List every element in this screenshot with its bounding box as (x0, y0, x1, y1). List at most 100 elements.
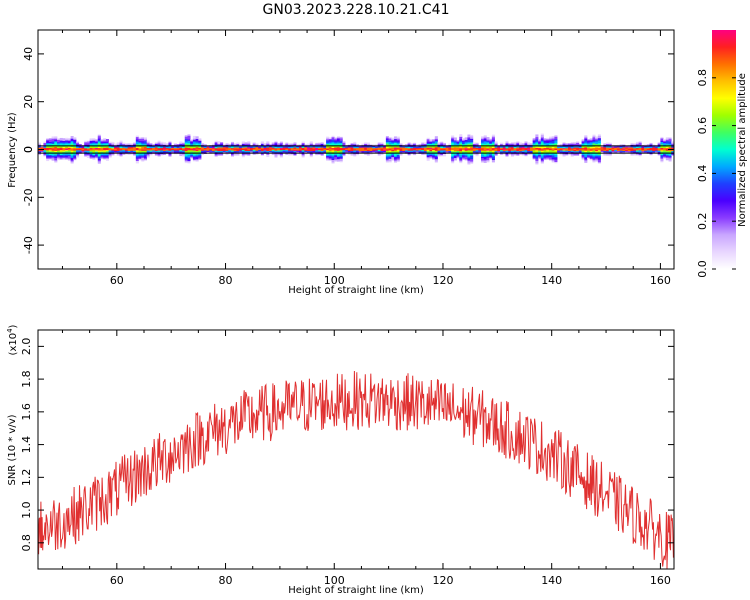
heatmap-cell (459, 149, 463, 152)
heatmap-cell (633, 143, 637, 145)
heatmap-cell (239, 146, 243, 149)
heatmap-cell (494, 143, 498, 146)
heatmap-cell (182, 151, 186, 153)
heatmap-cell (513, 149, 517, 151)
heatmap-cell (247, 154, 251, 156)
heatmap-cell (399, 147, 403, 149)
heatmap-cell (535, 143, 539, 146)
heatmap-cell (472, 147, 476, 149)
heatmap-cell (65, 154, 69, 157)
heatmap-cell (356, 151, 360, 153)
heatmap-cell (190, 154, 194, 157)
heatmap-cell (65, 137, 69, 140)
heatmap-cell (668, 149, 672, 152)
heatmap-cell (89, 143, 93, 145)
heatmap-cell (581, 151, 585, 153)
heatmap-cell (73, 147, 77, 150)
heatmap-cell (459, 141, 463, 143)
heatmap-cell (54, 144, 58, 147)
heatmap-cell (581, 158, 585, 161)
colorbar-gradient (712, 30, 736, 269)
heatmap-cell (105, 153, 109, 155)
heatmap-cell (51, 154, 55, 156)
heatmap-cell (660, 136, 664, 139)
heatmap-cell (358, 147, 362, 149)
heatmap-cell (201, 146, 205, 149)
heatmap-cell (385, 139, 389, 142)
heatmap-cell (538, 154, 542, 157)
heatmap-cell (187, 138, 191, 140)
heatmap-cell (274, 140, 278, 143)
heatmap-cell (421, 148, 425, 151)
heatmap-cell (464, 154, 468, 156)
heatmap-cell (606, 150, 610, 153)
heatmap-cell (578, 149, 582, 151)
heatmap-cell (592, 135, 596, 138)
heatmap-cell (263, 146, 267, 149)
heatmap-cell (448, 149, 452, 152)
heatmap-cell (665, 149, 669, 151)
heatmap-cell (296, 150, 300, 152)
heatmap-cell (103, 138, 107, 140)
heatmap-cell (48, 142, 52, 145)
heatmap-cell (271, 146, 275, 148)
heatmap-cell (247, 148, 251, 150)
heatmap-cell (366, 143, 370, 146)
heatmap-cell (203, 151, 207, 153)
heatmap-cell (135, 159, 139, 162)
heatmap-cell (364, 153, 368, 155)
heatmap-cell (584, 143, 588, 145)
heatmap-cell (538, 146, 542, 149)
heatmap-cell (423, 153, 427, 155)
heatmap-cell (462, 151, 466, 153)
heatmap-cell (462, 149, 466, 152)
heatmap-cell (638, 149, 642, 152)
heatmap-cell (614, 150, 618, 153)
heatmap-cell (597, 134, 601, 136)
heatmap-cell (46, 142, 50, 145)
heatmap-cell (554, 156, 558, 159)
heatmap-cell (472, 150, 476, 153)
heatmap-cell (568, 145, 572, 148)
heatmap-cell (404, 151, 408, 153)
heatmap-cell (97, 141, 101, 144)
heatmap-cell (540, 138, 544, 140)
heatmap-cell (584, 161, 588, 163)
heatmap-cell (543, 156, 547, 158)
heatmap-cell (551, 136, 555, 138)
heatmap-cell (529, 148, 533, 150)
heatmap-cell (668, 137, 672, 140)
heatmap-cell (279, 146, 283, 148)
heatmap-cell (192, 149, 196, 151)
heatmap-cell (157, 149, 161, 151)
heatmap-cell (644, 144, 648, 146)
heatmap-cell (535, 154, 539, 157)
heatmap-cell (573, 154, 577, 156)
heatmap-cell (554, 155, 558, 158)
heatmap-cell (366, 142, 370, 145)
heatmap-cell (220, 143, 224, 146)
heatmap-cell (89, 151, 93, 153)
heatmap-cell (157, 140, 161, 143)
heatmap-cell (211, 146, 215, 148)
heatmap-cell (462, 147, 466, 150)
heatmap-cell (62, 144, 66, 146)
heatmap-cell (258, 147, 262, 149)
heatmap-cell (434, 137, 438, 139)
heatmap-cell (451, 154, 455, 157)
heatmap-cell (391, 142, 395, 144)
heatmap-cell (339, 151, 343, 153)
colorbar: 0.00.20.40.60.8 Normalized spectral ampl… (696, 30, 748, 278)
heatmap-cell (168, 155, 172, 157)
heatmap-cell (535, 134, 539, 136)
heatmap-cell (201, 152, 205, 155)
heatmap-cell (540, 144, 544, 146)
heatmap-cell (59, 157, 63, 159)
heatmap-cell (472, 142, 476, 144)
heatmap-cell (491, 157, 495, 159)
heatmap-cell (179, 141, 183, 143)
heatmap-cell (163, 149, 167, 151)
heatmap-cell (182, 146, 186, 149)
heatmap-cell (65, 146, 69, 148)
